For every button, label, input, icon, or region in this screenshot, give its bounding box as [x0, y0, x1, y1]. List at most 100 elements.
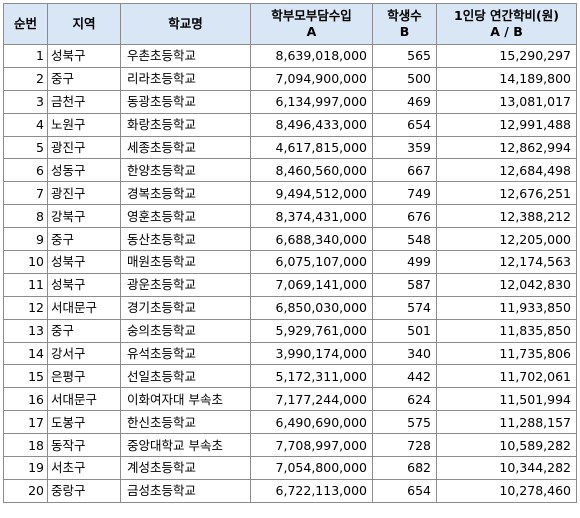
region-cell: 강서구 [47, 341, 121, 366]
rank-cell: 10 [3, 250, 48, 274]
per-capita-cell: 12,862,994 [436, 135, 577, 160]
income-cell: 6,850,030,000 [250, 295, 373, 320]
school-cell: 선일초등학교 [120, 364, 251, 389]
school-cell: 영훈초등학교 [120, 204, 251, 229]
rank-cell: 13 [3, 318, 48, 343]
students-cell: 574 [372, 295, 437, 320]
table-row: 4 노원구 화랑초등학교 8,496,433,000 654 12,991,488 [3, 112, 577, 137]
per-capita-cell: 12,991,488 [436, 112, 577, 137]
income-cell: 8,496,433,000 [250, 112, 373, 137]
income-cell: 8,460,560,000 [250, 158, 373, 183]
income-cell: 7,708,997,000 [250, 433, 373, 458]
header-per-capita: 1인당 연간학비(원) A / B [436, 3, 577, 45]
students-cell: 469 [372, 89, 437, 114]
region-cell: 성북구 [47, 272, 121, 297]
school-cell: 광운초등학교 [120, 272, 251, 297]
region-cell: 동작구 [47, 433, 121, 458]
income-cell: 6,075,107,000 [250, 250, 373, 274]
students-cell: 654 [372, 112, 437, 137]
per-capita-cell: 11,501,994 [436, 387, 577, 412]
income-cell: 6,134,997,000 [250, 89, 373, 114]
table-row: 8 강북구 영훈초등학교 8,374,431,000 676 12,388,212 [3, 204, 577, 229]
per-capita-cell: 12,042,830 [436, 272, 577, 297]
income-cell: 7,069,141,000 [250, 272, 373, 297]
table-row: 2 중구 리라초등학교 7,094,900,000 500 14,189,800 [3, 66, 577, 91]
per-capita-cell: 13,081,017 [436, 89, 577, 114]
per-capita-cell: 11,702,061 [436, 364, 577, 389]
table-row: 14 강서구 유석초등학교 3,990,174,000 340 11,735,806 [3, 341, 577, 366]
school-cell: 한신초등학교 [120, 410, 251, 435]
students-cell: 587 [372, 272, 437, 297]
school-cell: 동광초등학교 [120, 89, 251, 114]
income-cell: 6,722,113,000 [250, 478, 373, 503]
school-cell: 한양초등학교 [120, 158, 251, 183]
school-cell: 중앙대학교 부속초 [120, 433, 251, 458]
per-capita-cell: 11,835,850 [436, 318, 577, 343]
per-capita-cell: 10,278,460 [436, 478, 577, 503]
region-cell: 중구 [47, 227, 121, 252]
region-cell: 성동구 [47, 158, 121, 183]
per-capita-cell: 12,388,212 [436, 204, 577, 229]
tuition-table: 순번 지역 학교명 학부모부담수입 A 학생수 B 1인당 연간학비(원) A / B… [3, 3, 577, 503]
school-cell: 우촌초등학교 [120, 44, 251, 68]
income-cell: 8,374,431,000 [250, 204, 373, 229]
region-cell: 중구 [47, 66, 121, 91]
per-capita-cell: 12,174,563 [436, 250, 577, 274]
per-capita-cell: 11,288,157 [436, 410, 577, 435]
income-cell: 7,177,244,000 [250, 387, 373, 412]
school-cell: 매원초등학교 [120, 250, 251, 274]
income-cell: 4,617,815,000 [250, 135, 373, 160]
rank-cell: 19 [3, 456, 48, 480]
region-cell: 성북구 [47, 44, 121, 68]
income-cell: 7,054,800,000 [250, 456, 373, 480]
income-cell: 3,990,174,000 [250, 341, 373, 366]
per-capita-cell: 12,684,498 [436, 158, 577, 183]
income-cell: 6,490,690,000 [250, 410, 373, 435]
students-cell: 749 [372, 181, 437, 206]
header-region: 지역 [47, 3, 121, 45]
table-row: 6 성동구 한양초등학교 8,460,560,000 667 12,684,498 [3, 158, 577, 183]
per-capita-cell: 12,676,251 [436, 181, 577, 206]
region-cell: 은평구 [47, 364, 121, 389]
rank-cell: 8 [3, 204, 48, 229]
rank-cell: 4 [3, 112, 48, 137]
table-row: 16 서대문구 이화여자대 부속초 7,177,244,000 624 11,501,99… [3, 387, 577, 412]
school-cell: 경복초등학교 [120, 181, 251, 206]
students-cell: 548 [372, 227, 437, 252]
income-cell: 6,688,340,000 [250, 227, 373, 252]
per-capita-cell: 14,189,800 [436, 66, 577, 91]
table-row: 7 광진구 경복초등학교 9,494,512,000 749 12,676,251 [3, 181, 577, 206]
income-cell: 8,639,018,000 [250, 44, 373, 68]
table-row: 20 중랑구 금성초등학교 6,722,113,000 654 10,278,460 [3, 478, 577, 503]
students-cell: 500 [372, 66, 437, 91]
table-row: 13 중구 숭의초등학교 5,929,761,000 501 11,835,850 [3, 318, 577, 343]
rank-cell: 3 [3, 89, 48, 114]
table-row: 17 도봉구 한신초등학교 6,490,690,000 575 11,288,157 [3, 410, 577, 435]
students-cell: 575 [372, 410, 437, 435]
region-cell: 광진구 [47, 135, 121, 160]
region-cell: 노원구 [47, 112, 121, 137]
rank-cell: 5 [3, 135, 48, 160]
table-row: 19 서초구 계성초등학교 7,054,800,000 682 10,344,282 [3, 456, 577, 480]
rank-cell: 12 [3, 295, 48, 320]
per-capita-cell: 15,290,297 [436, 44, 577, 68]
table-row: 9 중구 동산초등학교 6,688,340,000 548 12,205,000 [3, 227, 577, 252]
rank-cell: 1 [3, 44, 48, 68]
school-cell: 계성초등학교 [120, 456, 251, 480]
table-row: 11 성북구 광운초등학교 7,069,141,000 587 12,042,830 [3, 272, 577, 297]
school-cell: 숭의초등학교 [120, 318, 251, 343]
table-row: 12 서대문구 경기초등학교 6,850,030,000 574 11,933,850 [3, 295, 577, 320]
region-cell: 금천구 [47, 89, 121, 114]
table-row: 5 광진구 세종초등학교 4,617,815,000 359 12,862,994 [3, 135, 577, 160]
table-row: 1 성북구 우촌초등학교 8,639,018,000 565 15,290,297 [3, 44, 577, 68]
rank-cell: 20 [3, 478, 48, 503]
table-row: 15 은평구 선일초등학교 5,172,311,000 442 11,702,061 [3, 364, 577, 389]
students-cell: 682 [372, 456, 437, 480]
school-cell: 리라초등학교 [120, 66, 251, 91]
region-cell: 중구 [47, 318, 121, 343]
students-cell: 667 [372, 158, 437, 183]
rank-cell: 18 [3, 433, 48, 458]
table-row: 3 금천구 동광초등학교 6,134,997,000 469 13,081,017 [3, 89, 577, 114]
school-cell: 경기초등학교 [120, 295, 251, 320]
rank-cell: 11 [3, 272, 48, 297]
